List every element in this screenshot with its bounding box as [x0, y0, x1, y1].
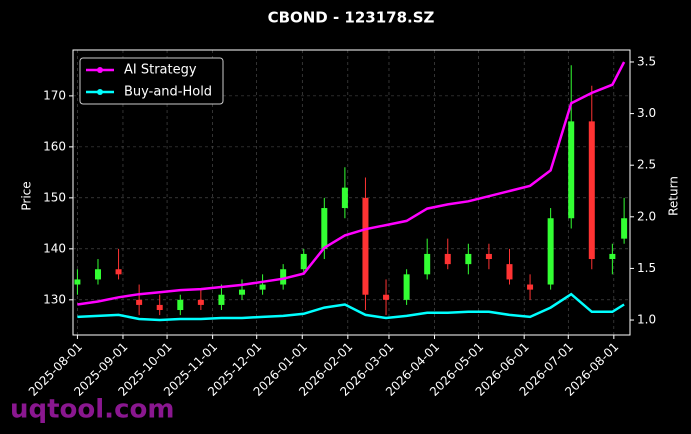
- candle-body: [485, 253, 492, 260]
- candle-body: [424, 253, 431, 275]
- legend-label: Buy-and-Hold: [124, 85, 212, 100]
- candle-body: [177, 299, 184, 311]
- y2-tick-label: 2.5: [637, 158, 656, 172]
- candle-body: [94, 269, 101, 280]
- candle-body: [621, 218, 628, 239]
- y2-tick-label: 2.0: [637, 209, 656, 223]
- candle-body: [609, 253, 616, 260]
- candle-body: [239, 289, 246, 295]
- chart-title: CBOND - 123178.SZ: [268, 9, 435, 27]
- y2-axis-label: Return: [667, 176, 681, 216]
- candle-body: [280, 269, 287, 285]
- legend-marker: [97, 67, 103, 73]
- candle-body: [527, 284, 534, 290]
- candle-body: [300, 253, 307, 270]
- y-tick-label: 150: [43, 190, 66, 204]
- y2-tick-label: 1.0: [637, 313, 656, 327]
- y-tick-label: 170: [43, 88, 66, 102]
- candle-body: [156, 304, 163, 311]
- watermark: uqtool.com: [10, 395, 174, 425]
- y-tick-label: 160: [43, 139, 66, 153]
- candle-body: [383, 294, 390, 300]
- candle-body: [506, 264, 513, 280]
- candle-body: [547, 218, 554, 285]
- candle-body: [403, 274, 410, 300]
- candle-body: [259, 284, 266, 290]
- candle-body: [341, 187, 348, 209]
- candle-body: [588, 121, 595, 260]
- legend-marker: [97, 89, 103, 95]
- candle-body: [568, 121, 575, 219]
- candle-body: [136, 299, 143, 305]
- y-tick-label: 140: [43, 241, 66, 255]
- y2-tick-label: 1.5: [637, 261, 656, 275]
- candle-body: [115, 269, 122, 275]
- candle-body: [321, 208, 328, 249]
- candle-body: [362, 197, 369, 295]
- candle-body: [444, 253, 451, 265]
- candle-body: [218, 294, 225, 305]
- legend-label: AI Strategy: [124, 63, 197, 78]
- plot-frame: [72, 49, 631, 336]
- y-tick-label: 130: [43, 292, 66, 306]
- y2-tick-label: 3.5: [637, 54, 656, 68]
- return-line: [77, 292, 625, 322]
- y-axis-label: Price: [20, 181, 34, 210]
- candle-body: [197, 299, 204, 305]
- return-line: [77, 61, 626, 306]
- candle-body: [465, 253, 472, 265]
- candle-body: [74, 279, 81, 285]
- y2-tick-label: 3.0: [637, 106, 656, 120]
- legend-box: [79, 57, 224, 105]
